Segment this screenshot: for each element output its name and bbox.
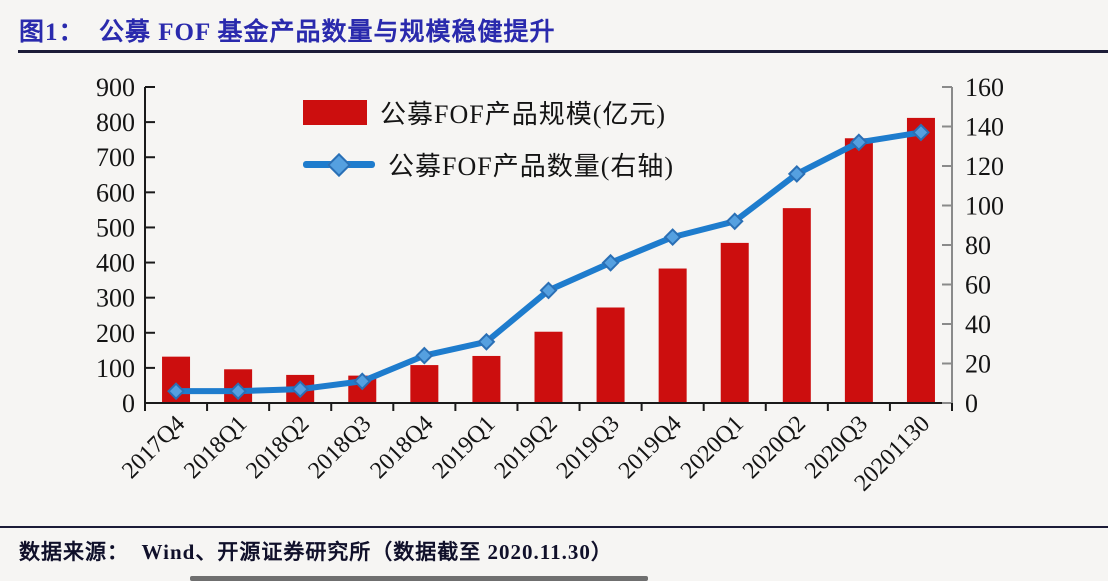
x-axis-label-2018Q4: 2018Q4 [366,411,439,484]
bar-2019Q3 [596,307,625,403]
right-axis-tick-label: 100 [965,192,1004,221]
left-axis-tick-label: 200 [96,319,135,348]
x-axis-label-2018Q1: 2018Q1 [179,411,252,484]
bar-2020Q1 [720,242,749,403]
left-axis-tick-label: 300 [96,284,135,313]
right-axis-tick-label: 140 [965,113,1004,142]
bar-2019Q4 [658,268,687,403]
cropped-bottom-artifact [190,576,648,581]
line-marker-2019Q2 [539,281,558,300]
x-axis-label-2019Q2: 2019Q2 [490,411,563,484]
chart-legend: 公募FOF产品规模(亿元) 公募FOF产品数量(右轴) [303,94,674,183]
line-series-swatch [303,152,375,177]
diamond-marker-icon [326,152,352,177]
legend-label-scale: 公募FOF产品规模(亿元) [380,100,667,129]
bar-2018Q4 [410,365,439,403]
line-marker-20201130 [912,123,930,142]
line-marker-2019Q1 [477,332,496,351]
title-divider [18,50,1108,53]
x-axis-label-2019Q1: 2019Q1 [428,411,501,484]
bar-2019Q1 [472,355,501,403]
bar-series-swatch [303,100,367,125]
line-marker-2020Q1 [725,212,744,231]
left-axis-tick-label: 100 [96,354,135,383]
x-axis-label-2020Q1: 2020Q1 [676,411,749,484]
line-marker-2018Q4 [415,346,434,365]
line-marker-2018Q3 [353,372,372,391]
left-axis-tick-label: 500 [96,213,135,242]
left-axis-tick-label: 600 [96,178,135,207]
right-axis-tick-label: 60 [965,271,991,300]
right-axis-tick-label: 20 [965,350,991,379]
footer-divider [0,526,1108,528]
line-marker-2020Q3 [849,133,868,152]
line-marker-2017Q4 [167,382,185,401]
bar-2019Q2 [534,331,563,403]
x-axis-label-2020Q2: 2020Q2 [738,411,811,484]
right-axis-tick-label: 160 [965,73,1004,102]
left-axis-tick-label: 0 [122,389,135,418]
bar-20201130 [906,117,935,404]
x-axis-label-2018Q3: 2018Q3 [303,411,376,484]
left-axis-tick-label: 700 [96,143,135,172]
legend-item-scale: 公募FOF产品规模(亿元) [303,94,674,131]
left-axis-tick-label: 400 [96,249,135,278]
line-marker-2020Q2 [787,164,806,183]
legend-item-count: 公募FOF产品数量(右轴) [303,146,674,183]
line-marker-2019Q4 [663,228,682,247]
legend-label-count: 公募FOF产品数量(右轴) [388,152,675,181]
left-axis-tick-label: 800 [96,108,135,137]
right-axis-tick-label: 80 [965,231,991,260]
bar-2020Q3 [844,138,873,404]
figure-title: 图1： 公募 FOF 基金产品数量与规模稳健提升 [19,19,556,46]
right-axis-tick-label: 120 [965,152,1004,181]
left-axis-tick-label: 900 [96,73,135,102]
right-axis-tick-label: 0 [965,389,978,418]
x-axis-label-2017Q4: 2017Q4 [117,411,190,484]
line-marker-2018Q1 [229,382,248,401]
right-axis-tick-label: 40 [965,310,991,339]
data-source-note: 数据来源： Wind、开源证券研究所（数据截至 2020.11.30） [19,540,613,564]
x-axis-label-2019Q4: 2019Q4 [614,411,687,484]
line-marker-2019Q3 [601,253,620,272]
x-axis-label-2019Q3: 2019Q3 [552,411,625,484]
bar-2020Q2 [782,208,811,403]
x-axis-label-2018Q2: 2018Q2 [241,411,314,484]
line-marker-2018Q2 [291,380,310,399]
